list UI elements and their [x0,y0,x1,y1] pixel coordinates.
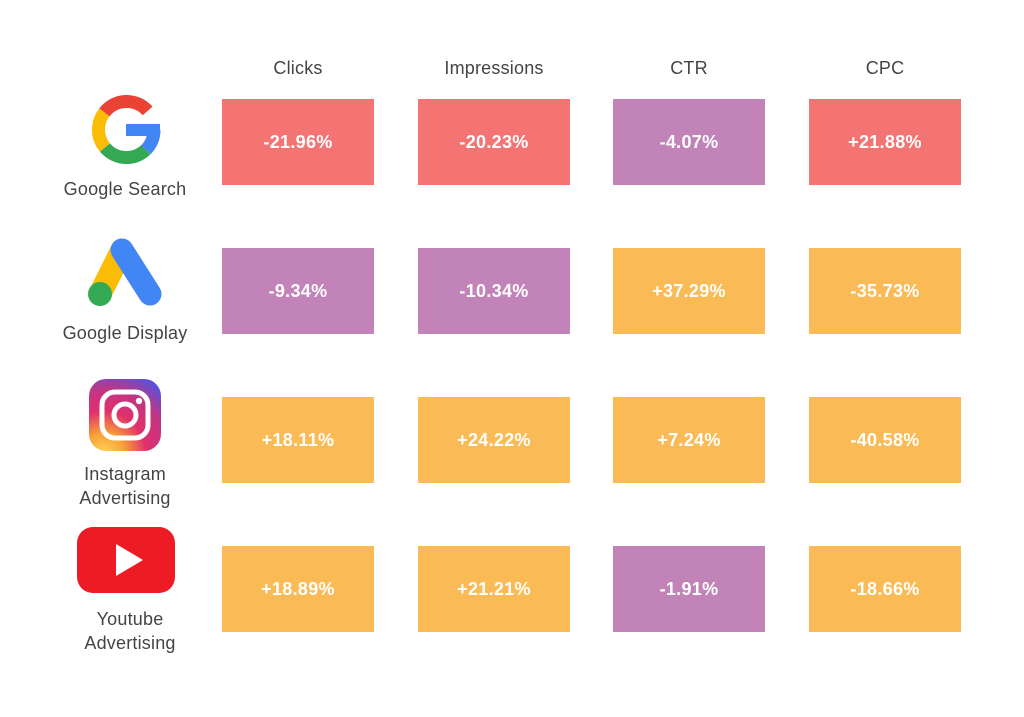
heatmap-cell: +18.11% [222,397,374,483]
heatmap-cell: -10.34% [418,248,570,334]
heatmap-cell: -40.58% [809,397,961,483]
heatmap-cell: -21.96% [222,99,374,185]
column-header-clicks: Clicks [273,58,323,78]
platform-label-line: Google Display [62,323,188,343]
heatmap-cell: -9.34% [222,248,374,334]
platform-label-youtube: Youtube Advertising [40,607,220,655]
column-header-impressions: Impressions [444,58,544,78]
instagram-icon [89,379,161,451]
platform-label-line: Instagram [84,464,166,484]
heatmap-cell: +21.21% [418,546,570,632]
google-g-icon [90,94,162,166]
platform-label-instagram: Instagram Advertising [35,462,215,510]
youtube-icon [77,527,175,593]
platform-label-line: Advertising [79,488,171,508]
google-ads-icon [86,236,166,308]
heatmap-cell: +21.88% [809,99,961,185]
platform-label-google-search: Google Search [35,177,215,201]
platform-label-line: Advertising [84,633,176,653]
heatmap-cell: -20.23% [418,99,570,185]
column-header-cpc: CPC [865,58,905,78]
heatmap-cell: +7.24% [613,397,765,483]
heatmap-cell: +37.29% [613,248,765,334]
column-header-ctr: CTR [670,58,708,78]
platform-label-line: Google Search [63,179,187,199]
heatmap-cell: -35.73% [809,248,961,334]
heatmap-cell: +24.22% [418,397,570,483]
heatmap-cell: -4.07% [613,99,765,185]
platform-label-google-display: Google Display [35,321,215,345]
heatmap-cell: -18.66% [809,546,961,632]
platform-label-line: Youtube [96,609,164,629]
heatmap-cell: -1.91% [613,546,765,632]
heatmap-cell: +18.89% [222,546,374,632]
